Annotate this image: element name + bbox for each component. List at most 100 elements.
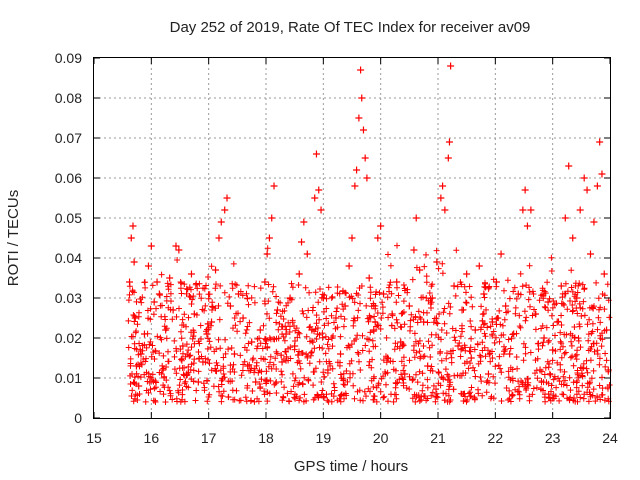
data-point-0-91: [424, 362, 432, 370]
data-point-0-67: [348, 234, 356, 242]
data-point-0-81: [384, 354, 392, 362]
data-point-0-11: [150, 298, 158, 306]
y-tick-label-8: 0.08: [55, 90, 82, 106]
x-tick-label-1: 16: [144, 430, 160, 446]
data-point-0-99: [447, 62, 455, 70]
data-point-0-50: [291, 342, 299, 350]
data-point-0-72: [358, 94, 366, 102]
data-point-0-57: [312, 150, 320, 158]
y-tick-label-6: 0.06: [55, 170, 82, 186]
data-point-0-15: [162, 326, 170, 334]
data-point-0-86: [405, 302, 413, 310]
data-point-0-92: [428, 294, 436, 302]
data-point-0-93: [433, 258, 441, 266]
x-tick-label-6: 21: [430, 430, 446, 446]
data-point-0-90: [420, 318, 428, 326]
data-point-0-47: [278, 358, 286, 366]
data-point-0-66: [345, 262, 353, 270]
x-tick-label-9: 24: [602, 430, 618, 446]
data-point-0-75: [363, 174, 371, 182]
x-axis-label: GPS time / hours: [294, 458, 408, 475]
x-tick-label-4: 19: [316, 430, 332, 446]
data-point-0-136: [593, 182, 601, 190]
data-point-0-36: [239, 314, 247, 322]
data-point-0-21: [183, 370, 191, 378]
plot-frame: [93, 57, 611, 419]
y-tick-label-0: 0: [74, 410, 82, 426]
data-point-0-121: [536, 366, 544, 374]
data-point-0-60: [319, 294, 327, 302]
data-point-0-103: [463, 270, 471, 278]
data-point-0-98: [445, 138, 453, 146]
data-point-0-102: [458, 306, 466, 314]
x-tick-label-0: 15: [86, 430, 102, 446]
data-point-0-125: [553, 318, 561, 326]
data-point-0-119: [527, 206, 535, 214]
data-point-0-123: [544, 298, 552, 306]
data-point-0-65: [341, 302, 349, 310]
data-point-0-100: [450, 282, 458, 290]
data-point-0-105: [471, 326, 479, 334]
data-point-0-71: [357, 66, 365, 74]
data-point-0-33: [226, 302, 234, 310]
data-point-0-108: [484, 370, 492, 378]
data-point-0-16: [166, 274, 174, 282]
data-point-0-9: [144, 262, 152, 270]
data-point-0-73: [359, 126, 367, 134]
data-point-0-110: [492, 278, 500, 286]
data-point-0-18: [172, 242, 180, 250]
data-point-0-23: [190, 310, 198, 318]
data-point-0-39: [252, 378, 260, 386]
x-tick-label-3: 18: [258, 430, 274, 446]
data-point-0-85: [401, 370, 409, 378]
x-tick-labels: 15 16 17 18 19 20 21 22 23 24: [86, 430, 618, 446]
data-point-0-106: [475, 262, 483, 270]
data-point-0-64: [337, 350, 345, 358]
data-point-0-76: [365, 274, 373, 282]
data-point-0-96: [441, 206, 449, 214]
data-point-0-118: [523, 222, 531, 230]
data-point-0-52: [298, 238, 306, 246]
y-tick-label-5: 0.05: [55, 210, 82, 226]
data-point-0-107: [480, 290, 488, 298]
data-point-0-131: [576, 206, 584, 214]
data-point-0-22: [187, 270, 195, 278]
data-point-0-78: [374, 234, 382, 242]
data-point-0-14: [159, 366, 167, 374]
data-point-0-24: [194, 378, 202, 386]
data-point-0-46: [273, 306, 281, 314]
axis-ticks: [93, 57, 611, 419]
data-point-0-111: [497, 250, 505, 258]
data-point-0-45: [270, 182, 278, 190]
data-point-0-104: [467, 354, 475, 362]
data-point-0-68: [351, 182, 359, 190]
x-tick-label-2: 17: [201, 430, 217, 446]
x-tick-label-8: 23: [545, 430, 561, 446]
data-point-0-94: [437, 194, 445, 202]
data-point-0-70: [355, 114, 363, 122]
data-point-0-31: [221, 206, 229, 214]
data-point-0-4: [131, 314, 139, 322]
data-point-0-88: [412, 214, 420, 222]
data-point-0-138: [598, 170, 606, 178]
data-point-0-114: [510, 330, 518, 338]
data-point-0-1: [127, 234, 135, 242]
y-tick-label-2: 0.02: [55, 330, 82, 346]
y-tick-label-7: 0.07: [55, 130, 82, 146]
data-point-0-127: [561, 214, 569, 222]
data-point-0-19: [175, 246, 183, 254]
data-point-0-97: [444, 154, 452, 162]
data-point-0-130: [573, 294, 581, 302]
data-point-0-30: [217, 218, 225, 226]
y-tick-label-4: 0.04: [55, 250, 82, 266]
data-point-0-87: [410, 246, 418, 254]
y-tick-label-3: 0.03: [55, 290, 82, 306]
data-point-0-3: [130, 258, 138, 266]
y-tick-label-1: 0.01: [55, 370, 82, 386]
data-point-0-49: [286, 294, 294, 302]
data-point-0-117: [521, 186, 529, 194]
data-point-0-25: [199, 358, 207, 366]
data-point-0-133: [583, 186, 591, 194]
data-point-0-58: [315, 186, 323, 194]
